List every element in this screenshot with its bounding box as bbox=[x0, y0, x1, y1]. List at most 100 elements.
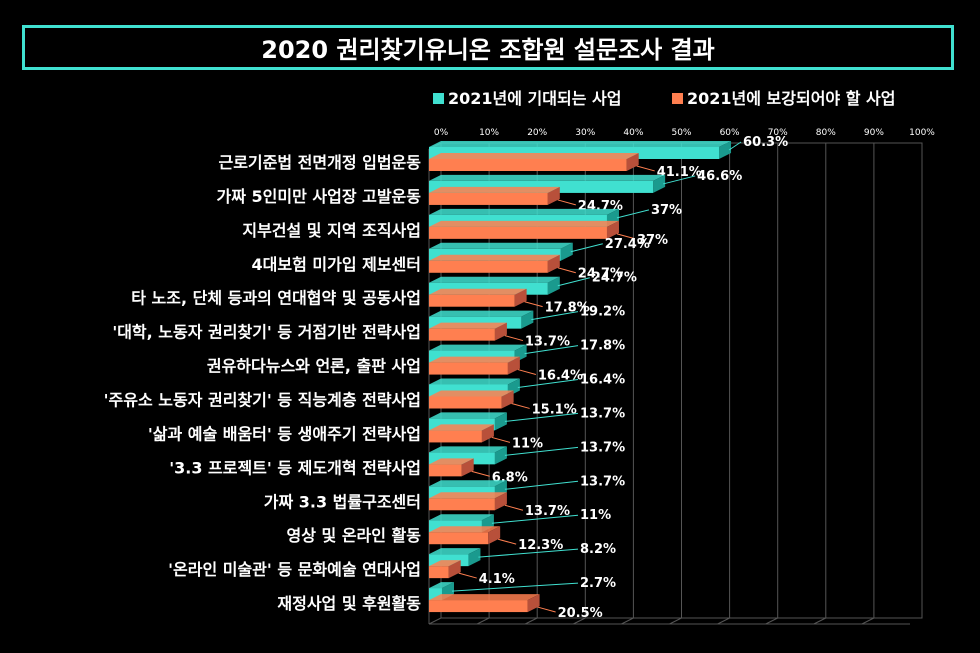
x-tick-label: 100% bbox=[909, 128, 935, 138]
series2-data-label: 11% bbox=[512, 436, 543, 451]
series2-bar-side bbox=[514, 288, 527, 307]
series1-leader-line bbox=[504, 480, 579, 490]
gridline-floor bbox=[573, 617, 586, 625]
series2-data-label: 15.1% bbox=[532, 402, 577, 417]
series2-bar-side bbox=[527, 594, 540, 613]
category-label: '3.3 프로젝트' 등 제도개혁 전략사업 bbox=[169, 458, 421, 477]
gridline-floor bbox=[524, 617, 538, 625]
series2-bar bbox=[429, 192, 548, 205]
series2-bar bbox=[429, 464, 462, 477]
series1-leader-line bbox=[504, 446, 579, 456]
series1-leader-line bbox=[491, 514, 579, 524]
series2-data-label: 17.8% bbox=[545, 301, 590, 316]
series2-bar-top bbox=[429, 322, 507, 329]
series2-bar-top bbox=[429, 458, 474, 465]
series1-leader-line bbox=[557, 277, 590, 287]
series1-data-label: 8.2% bbox=[580, 542, 616, 557]
series2-bar bbox=[429, 328, 495, 341]
series1-leader-line bbox=[663, 175, 696, 185]
chart-title-box: 2020 권리찾기유니온 조합원 설문조사 결과 bbox=[22, 25, 954, 70]
series1-data-label: 46.6% bbox=[697, 169, 742, 184]
series1-bar-side bbox=[494, 446, 507, 465]
series1-bar-top bbox=[429, 141, 732, 147]
series1-leader-line bbox=[504, 412, 579, 422]
series2-bar-side bbox=[494, 322, 507, 341]
series1-leader-line bbox=[616, 209, 650, 219]
series2-data-label: 37% bbox=[637, 233, 668, 248]
series2-bar-side bbox=[606, 220, 619, 239]
series2-leader-line bbox=[636, 165, 655, 172]
series2-data-label: 4.1% bbox=[479, 572, 515, 587]
series2-bar-top bbox=[429, 390, 514, 397]
category-label: 가짜 5인미만 사업장 고발운동 bbox=[217, 187, 422, 206]
series1-data-label: 13.7% bbox=[580, 474, 625, 489]
gridline-floor bbox=[476, 617, 490, 625]
series1-bar-side bbox=[494, 412, 507, 431]
gridline-floor bbox=[621, 617, 634, 625]
series2-data-label: 16.4% bbox=[538, 369, 583, 384]
series1-bar-top bbox=[429, 412, 507, 419]
series1-data-label: 13.7% bbox=[580, 406, 625, 421]
series1-data-label: 60.3% bbox=[743, 135, 788, 150]
legend-swatch-1 bbox=[433, 93, 444, 104]
series2-bar bbox=[429, 294, 515, 307]
series2-bar-top bbox=[429, 594, 540, 601]
series2-bar bbox=[429, 159, 627, 171]
series2-leader-line bbox=[504, 504, 524, 511]
series2-bar bbox=[429, 362, 508, 375]
series1-bar-top bbox=[429, 514, 494, 521]
category-label: 지부건설 및 지역 조직사업 bbox=[242, 221, 421, 240]
series1-data-label: 17.8% bbox=[580, 339, 625, 354]
series2-data-label: 13.7% bbox=[525, 504, 570, 519]
series2-bar-side bbox=[481, 424, 494, 443]
series2-leader-line bbox=[504, 335, 524, 342]
series2-data-label: 12.3% bbox=[518, 538, 563, 553]
series1-leader-line bbox=[478, 548, 579, 558]
series1-bar-top bbox=[429, 344, 527, 351]
series1-leader-line bbox=[524, 345, 579, 355]
series1-bar-side bbox=[719, 141, 732, 159]
chart-title: 2020 권리찾기유니온 조합원 설문조사 결과 bbox=[261, 36, 715, 64]
series2-bar bbox=[429, 600, 528, 613]
x-tick-label: 0% bbox=[434, 128, 449, 138]
category-label: 근로기준법 전면개정 입법운동 bbox=[218, 153, 421, 172]
series2-bar bbox=[429, 430, 482, 443]
series1-leader-line bbox=[517, 379, 579, 388]
series1-bar-side bbox=[653, 174, 666, 193]
series2-bar-side bbox=[547, 254, 560, 273]
series2-leader-line bbox=[517, 369, 537, 375]
series1-data-label: 24.7% bbox=[592, 271, 637, 286]
series1-bar-top bbox=[429, 276, 560, 283]
series1-data-label: 37% bbox=[651, 203, 682, 218]
series2-leader-line bbox=[537, 606, 556, 613]
series1-bar-top bbox=[429, 378, 520, 385]
series1-bar-side bbox=[560, 242, 573, 261]
series2-bar-top bbox=[429, 220, 619, 227]
series2-leader-line bbox=[491, 436, 511, 443]
series2-bar-side bbox=[488, 526, 501, 545]
category-label: '대학, 노동자 권리찾기' 등 거점기반 전략사업 bbox=[112, 323, 421, 342]
series2-leader-line bbox=[471, 470, 490, 477]
series2-leader-line bbox=[458, 572, 477, 579]
series2-data-label: 20.5% bbox=[558, 606, 603, 621]
series2-bar-side bbox=[507, 356, 520, 375]
plot-corner-line bbox=[428, 617, 442, 625]
series2-bar-side bbox=[547, 186, 560, 205]
series2-bar-side bbox=[448, 560, 461, 579]
x-tick-label: 50% bbox=[671, 128, 691, 138]
category-label: '삶과 예술 배움터' 등 생애주기 전략사업 bbox=[148, 424, 421, 443]
series1-leader-line bbox=[451, 582, 579, 592]
x-tick-label: 20% bbox=[527, 128, 547, 138]
series1-bar-top bbox=[429, 548, 481, 555]
series1-bar-top bbox=[429, 208, 619, 215]
series2-bar bbox=[429, 260, 548, 273]
x-tick-label: 40% bbox=[623, 128, 643, 138]
series2-bar-top bbox=[429, 526, 501, 533]
category-label: 4대보험 미가입 제보센터 bbox=[252, 255, 421, 274]
category-label: 타 노조, 단체 등과의 연대협약 및 공동사업 bbox=[131, 289, 421, 308]
gridline-floor bbox=[765, 617, 778, 625]
series1-bar-top bbox=[429, 174, 666, 181]
x-tick-label: 70% bbox=[768, 128, 788, 138]
